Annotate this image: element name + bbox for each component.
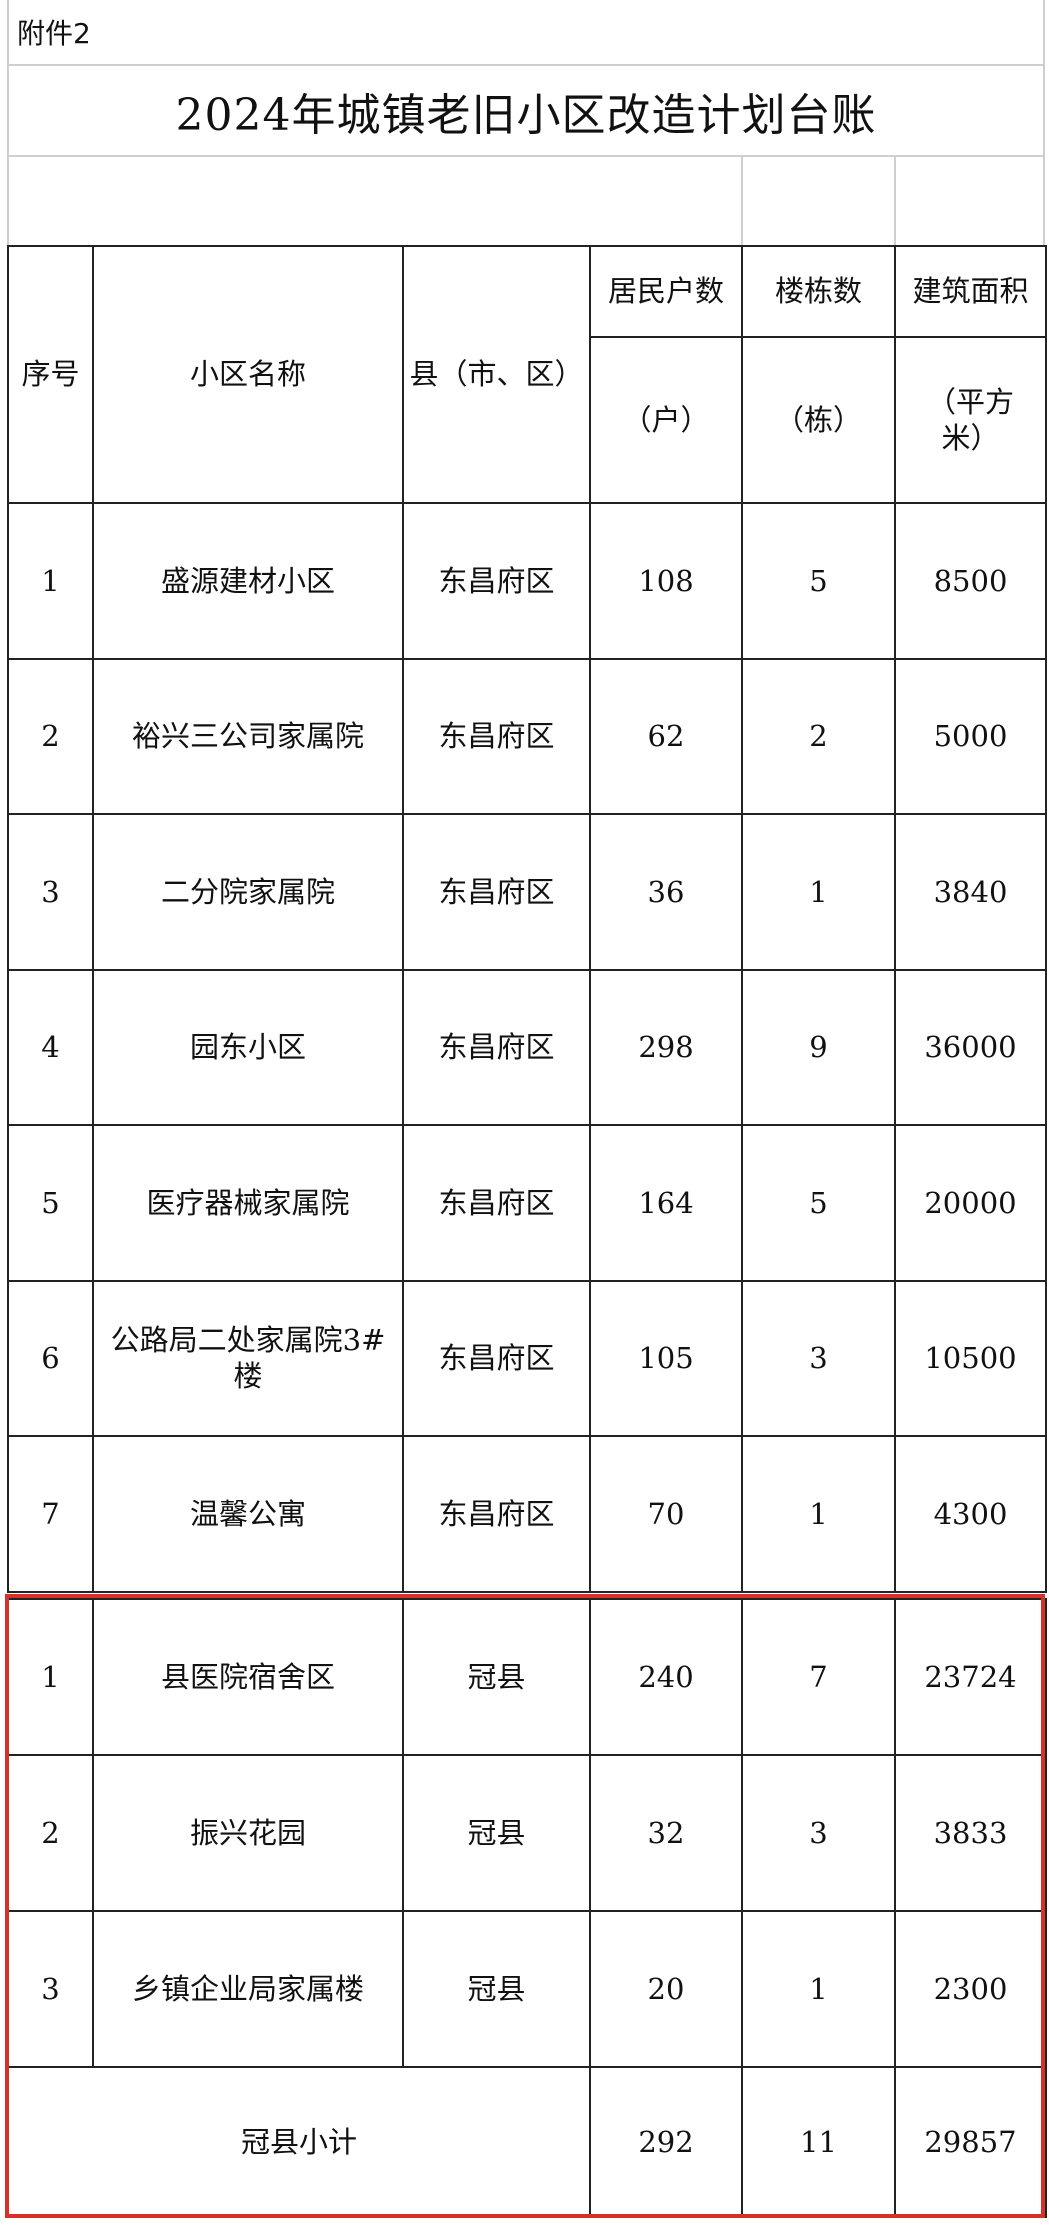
cell-area: 36000 (894, 968, 1047, 1126)
divider (894, 157, 896, 245)
header-area: 建筑面积 (894, 245, 1047, 338)
cell-area: 2300 (894, 1910, 1047, 2068)
cell-households: 32 (589, 1754, 743, 1912)
cell-households: 70 (589, 1435, 743, 1593)
table-row: 4 园东小区 东昌府区 298 9 36000 (7, 968, 1047, 1126)
cell-buildings: 5 (741, 1124, 896, 1282)
cell-county: 冠县 (402, 1754, 591, 1912)
cell-households: 36 (589, 813, 743, 971)
annex-label: 附件2 (17, 17, 91, 50)
header-row: 序号 小区名称 县（市、区） 居民户数 楼栋数 建筑面积 (7, 245, 1047, 504)
guanxian-table: 1 县医院宿舍区 冠县 240 7 23724 2 振兴花园 冠县 32 3 3833 3 乡镇企业局家属… (7, 1598, 1047, 2218)
table-row: 2 裕兴三公司家属院 东昌府区 62 2 5000 (7, 657, 1047, 815)
cell-buildings: 9 (741, 968, 896, 1126)
cell-seq: 1 (7, 502, 94, 660)
cell-name: 温馨公寓 (92, 1435, 404, 1593)
cell-county: 东昌府区 (402, 1435, 591, 1593)
cell-county: 冠县 (402, 1598, 591, 1756)
cell-households: 240 (589, 1598, 743, 1756)
header-unit-row: （户） （栋） （平方米） (8, 336, 1047, 504)
header-county: 县（市、区） (402, 245, 591, 504)
divider (741, 157, 743, 245)
cell-county: 东昌府区 (402, 1124, 591, 1282)
header-buildings: 楼栋数 (741, 245, 896, 338)
cell-name: 二分院家属院 (92, 813, 404, 971)
cell-seq: 6 (7, 1279, 94, 1437)
cell-households: 298 (589, 968, 743, 1126)
cell-buildings: 2 (741, 657, 896, 815)
cell-area: 3840 (894, 813, 1047, 971)
cell-households: 105 (589, 1279, 743, 1437)
table-row: 5 医疗器械家属院 东昌府区 164 5 20000 (7, 1124, 1047, 1282)
cell-area: 23724 (894, 1598, 1047, 1756)
cell-area: 3833 (894, 1754, 1047, 1912)
cell-buildings: 1 (741, 813, 896, 971)
header-households-unit: （户） (589, 336, 743, 504)
header-seq: 序号 (7, 245, 94, 504)
cell-buildings: 5 (741, 502, 896, 660)
cell-name: 盛源建材小区 (92, 502, 404, 660)
cell-name: 裕兴三公司家属院 (92, 657, 404, 815)
cell-buildings: 3 (741, 1754, 896, 1912)
cell-name: 县医院宿舍区 (92, 1598, 404, 1756)
header-name: 小区名称 (92, 245, 404, 504)
table-row: 1 县医院宿舍区 冠县 240 7 23724 (7, 1598, 1047, 1756)
cell-county: 东昌府区 (402, 502, 591, 660)
cell-buildings: 1 (741, 1435, 896, 1593)
cell-households: 62 (589, 657, 743, 815)
cell-seq: 3 (7, 813, 94, 971)
cell-seq: 2 (7, 657, 94, 815)
subtotal-row: 冠县小计 292 11 29857 (7, 2066, 1047, 2218)
cell-seq: 5 (7, 1124, 94, 1282)
subtotal-buildings: 11 (741, 2066, 896, 2218)
cell-county: 东昌府区 (402, 968, 591, 1126)
cell-name: 振兴花园 (92, 1754, 404, 1912)
cell-county: 冠县 (402, 1910, 591, 2068)
table-row: 2 振兴花园 冠县 32 3 3833 (7, 1754, 1047, 1912)
cell-area: 8500 (894, 502, 1047, 660)
cell-area: 5000 (894, 657, 1047, 815)
empty-row (7, 155, 1045, 247)
table-row: 7 温馨公寓 东昌府区 70 1 4300 (7, 1435, 1047, 1593)
page-title: 2024年城镇老旧小区改造计划台账 (175, 89, 877, 141)
main-table: 序号 小区名称 县（市、区） 居民户数 楼栋数 建筑面积 （户） （栋） （平方… (7, 245, 1047, 1593)
table-row: 3 二分院家属院 东昌府区 36 1 3840 (7, 813, 1047, 971)
cell-area: 4300 (894, 1435, 1047, 1593)
cell-name: 公路局二处家属院3#楼 (92, 1279, 404, 1437)
cell-area: 20000 (894, 1124, 1047, 1282)
cell-county: 东昌府区 (402, 813, 591, 971)
cell-area: 10500 (894, 1279, 1047, 1437)
table-row: 3 乡镇企业局家属楼 冠县 20 1 2300 (7, 1910, 1047, 2068)
table-row: 6 公路局二处家属院3#楼 东昌府区 105 3 10500 (7, 1279, 1047, 1437)
cell-seq: 7 (7, 1435, 94, 1593)
annex-row: 附件2 (7, 0, 1045, 66)
title-row: 2024年城镇老旧小区改造计划台账 (7, 64, 1045, 157)
cell-name: 乡镇企业局家属楼 (92, 1910, 404, 2068)
cell-name: 园东小区 (92, 968, 404, 1126)
cell-county: 东昌府区 (402, 657, 591, 815)
subtotal-households: 292 (589, 2066, 743, 2218)
cell-buildings: 3 (741, 1279, 896, 1437)
cell-county: 东昌府区 (402, 1279, 591, 1437)
cell-name: 医疗器械家属院 (92, 1124, 404, 1282)
cell-households: 108 (589, 502, 743, 660)
header-area-unit: （平方米） (894, 336, 1047, 504)
header-buildings-unit: （栋） (741, 336, 896, 504)
subtotal-label: 冠县小计 (7, 2066, 591, 2218)
cell-buildings: 7 (741, 1598, 896, 1756)
cell-households: 20 (589, 1910, 743, 2068)
subtotal-area: 29857 (894, 2066, 1047, 2218)
cell-seq: 1 (7, 1598, 94, 1756)
table-row: 1 盛源建材小区 东昌府区 108 5 8500 (7, 502, 1047, 660)
cell-seq: 3 (7, 1910, 94, 2068)
cell-households: 164 (589, 1124, 743, 1282)
header-households: 居民户数 (589, 245, 743, 338)
cell-seq: 2 (7, 1754, 94, 1912)
cell-buildings: 1 (741, 1910, 896, 2068)
cell-seq: 4 (7, 968, 94, 1126)
